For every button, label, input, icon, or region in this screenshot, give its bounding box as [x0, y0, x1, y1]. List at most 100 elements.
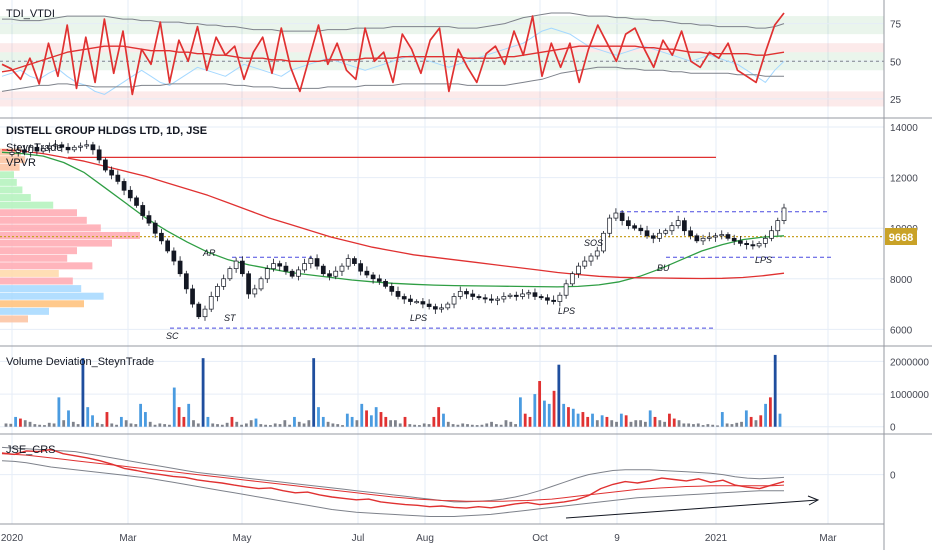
volume-bar: [259, 424, 263, 427]
volume-profile-bar: [0, 186, 23, 194]
volume-bar: [725, 423, 729, 427]
volume-bar: [119, 416, 123, 427]
volume-bar: [273, 423, 277, 427]
volume-profile-bar: [0, 178, 17, 186]
volume-bar: [619, 413, 623, 427]
volume-bar: [451, 424, 455, 427]
candle-body: [9, 151, 15, 155]
candle-body: [551, 299, 556, 302]
candle-body: [289, 270, 295, 277]
last-price-badge: [885, 228, 917, 245]
volume-bar: [19, 418, 22, 427]
volume-bar: [196, 423, 200, 427]
volume-bar: [254, 418, 258, 427]
volume-bar: [317, 407, 320, 427]
candle-body: [246, 273, 251, 295]
volume-bar: [706, 424, 710, 427]
volume-bar: [499, 424, 503, 427]
candle-body: [271, 263, 276, 270]
volume-bar: [422, 423, 426, 427]
candle-body: [700, 237, 706, 242]
volume-bar: [595, 420, 599, 427]
volume-bar: [307, 420, 311, 427]
volume-bar: [663, 421, 667, 427]
volume-bar: [543, 400, 546, 427]
volume-bar: [427, 424, 431, 427]
time-axis-label: Jul: [352, 533, 365, 544]
annotation-lps-3: LPS: [755, 255, 772, 265]
candle-body: [433, 306, 438, 310]
volume-profile-bar: [0, 156, 26, 164]
volume-bar: [470, 424, 474, 427]
volume-bar: [778, 413, 782, 427]
time-axis-label: 2020: [1, 533, 24, 544]
volume-bar: [244, 423, 248, 427]
volume-bar: [658, 420, 662, 427]
volume-bar: [466, 424, 469, 427]
candle-body: [401, 296, 407, 300]
candle-body: [308, 258, 314, 264]
candle-body: [28, 146, 34, 153]
annotation-st: ST: [224, 313, 237, 323]
crs-series-line: [1, 453, 785, 502]
candle-body: [731, 237, 737, 242]
candle-body: [171, 250, 177, 262]
volume-bar: [148, 421, 152, 427]
candle-body: [513, 294, 519, 297]
volume-bar: [581, 412, 585, 427]
candle-body: [762, 237, 768, 244]
time-axis-label: May: [233, 533, 252, 544]
tdi-axis-label: 25: [890, 95, 902, 106]
candle-body: [501, 296, 507, 300]
candle-body: [632, 225, 637, 229]
volume-bar: [278, 424, 282, 427]
volume-bar: [302, 423, 306, 427]
volume-bar: [283, 420, 287, 427]
volume-bar: [744, 410, 748, 427]
volume-bar: [341, 425, 344, 427]
candle-body: [109, 169, 114, 176]
candle-body: [626, 220, 631, 227]
volume-bar: [350, 416, 354, 427]
pane-title-crs: JSE_CRS: [6, 444, 56, 456]
candle-body: [414, 301, 420, 304]
volume-bar: [43, 425, 46, 427]
volume-bar: [773, 354, 777, 427]
volume-bar: [533, 394, 537, 427]
trendline-arrowhead: [807, 495, 820, 506]
candle-body: [445, 303, 451, 309]
volume-bar: [600, 415, 604, 427]
volume-bar: [220, 424, 224, 427]
candle-body: [657, 232, 662, 239]
candle-body: [71, 146, 77, 151]
volume-bar: [38, 424, 42, 427]
candle-body: [53, 144, 58, 147]
candle-body: [675, 220, 681, 227]
volume-bar: [605, 416, 609, 427]
candle-body: [47, 145, 52, 149]
volume-profile-bar: [0, 292, 104, 300]
volume-bar: [557, 364, 561, 427]
candle-body: [507, 294, 513, 297]
candle-body: [15, 149, 21, 153]
volume-bar: [591, 413, 594, 427]
candle-body: [464, 291, 469, 295]
volume-bar: [139, 403, 143, 427]
volume-bar: [408, 424, 412, 427]
candle-body: [215, 286, 220, 297]
candle-body: [557, 294, 563, 302]
candle-body: [569, 273, 575, 285]
volume-bar: [629, 421, 633, 427]
volume-bar: [389, 420, 392, 427]
volume-bar: [485, 423, 489, 427]
volume-bar: [624, 415, 628, 427]
volume-profile-bar: [0, 247, 77, 255]
volume-bar: [668, 413, 671, 427]
volume-bar: [730, 424, 734, 427]
candle-body: [90, 144, 96, 151]
volume-profile-bar: [0, 194, 31, 202]
volume-bar: [374, 407, 378, 427]
volume-bar: [331, 423, 335, 427]
candle-body: [744, 243, 749, 245]
